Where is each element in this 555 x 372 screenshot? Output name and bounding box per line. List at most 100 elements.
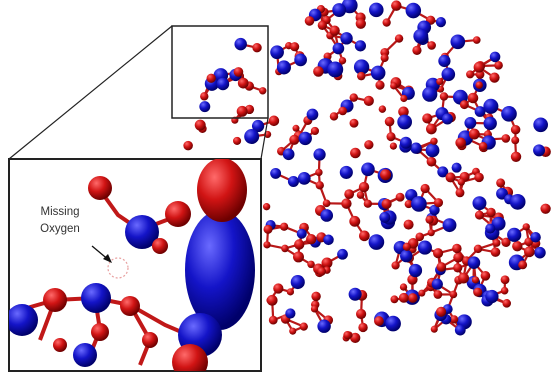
atom bbox=[311, 292, 320, 301]
atom bbox=[350, 119, 359, 128]
atom bbox=[400, 283, 407, 290]
atom bbox=[238, 78, 249, 89]
atom bbox=[294, 54, 307, 67]
atom bbox=[494, 61, 503, 70]
atom bbox=[426, 143, 440, 157]
atom bbox=[356, 19, 366, 29]
atom bbox=[349, 216, 360, 227]
atom bbox=[356, 309, 366, 319]
atom bbox=[385, 316, 401, 332]
atom bbox=[386, 132, 395, 141]
atom bbox=[217, 78, 230, 91]
label: Missing bbox=[41, 206, 80, 218]
atom bbox=[283, 148, 295, 160]
atom bbox=[396, 193, 405, 202]
atom bbox=[530, 232, 541, 243]
atom bbox=[381, 54, 389, 62]
atom bbox=[491, 247, 501, 257]
atom bbox=[340, 32, 352, 44]
atom bbox=[533, 118, 548, 133]
atom bbox=[264, 225, 273, 234]
atom bbox=[234, 38, 246, 50]
atom bbox=[207, 74, 216, 83]
atom bbox=[441, 68, 455, 82]
atom bbox=[359, 182, 369, 192]
atom bbox=[511, 152, 521, 162]
zoom-line bbox=[9, 26, 172, 159]
atom bbox=[359, 230, 370, 241]
atom bbox=[450, 291, 458, 299]
atom bbox=[267, 295, 278, 306]
atom bbox=[252, 43, 261, 52]
atom bbox=[291, 275, 305, 289]
atom bbox=[300, 323, 308, 331]
atom bbox=[357, 72, 365, 80]
atom bbox=[479, 142, 487, 150]
atom bbox=[458, 178, 465, 185]
atom bbox=[358, 323, 367, 332]
atom bbox=[292, 125, 299, 132]
atom bbox=[436, 262, 446, 272]
atom bbox=[428, 229, 435, 236]
atom bbox=[244, 129, 259, 144]
atom bbox=[390, 143, 397, 150]
atom bbox=[434, 198, 443, 207]
atom bbox=[320, 209, 333, 222]
atom bbox=[412, 46, 421, 55]
atom bbox=[270, 45, 284, 59]
atom bbox=[306, 234, 316, 244]
atom bbox=[305, 16, 315, 26]
atom bbox=[422, 87, 437, 102]
atom bbox=[298, 172, 311, 185]
atom bbox=[195, 120, 206, 131]
atom bbox=[323, 235, 334, 246]
atom bbox=[473, 36, 481, 44]
atom bbox=[375, 81, 384, 90]
atom bbox=[350, 148, 361, 159]
atom bbox=[452, 244, 461, 253]
atom bbox=[379, 212, 390, 223]
atom bbox=[427, 41, 436, 50]
atom bbox=[411, 196, 427, 212]
atom bbox=[330, 112, 338, 120]
atom bbox=[380, 169, 391, 180]
atom bbox=[330, 26, 340, 36]
atom bbox=[436, 307, 446, 317]
atom bbox=[490, 52, 501, 63]
atom bbox=[483, 117, 496, 130]
atom bbox=[485, 290, 498, 303]
atom bbox=[446, 172, 456, 182]
atom bbox=[288, 176, 299, 187]
atom bbox=[340, 166, 353, 179]
atom bbox=[285, 308, 295, 318]
atom bbox=[468, 256, 481, 269]
atom bbox=[290, 42, 299, 51]
atom bbox=[523, 223, 530, 230]
atom bbox=[455, 325, 466, 336]
atom bbox=[483, 99, 498, 114]
atom bbox=[364, 96, 374, 106]
atom bbox=[234, 67, 244, 77]
atom bbox=[511, 136, 519, 144]
atom bbox=[382, 18, 390, 26]
atom bbox=[390, 82, 397, 89]
atom bbox=[371, 66, 386, 81]
atom bbox=[501, 287, 509, 295]
atom bbox=[313, 66, 324, 77]
atom bbox=[409, 264, 422, 277]
atom bbox=[277, 60, 291, 74]
atom bbox=[237, 106, 248, 117]
atom bbox=[323, 199, 331, 207]
atom bbox=[436, 17, 446, 27]
atom bbox=[259, 87, 266, 94]
atom bbox=[343, 331, 351, 339]
atom bbox=[382, 199, 392, 209]
atom bbox=[453, 263, 462, 272]
atom bbox=[469, 129, 480, 140]
atom bbox=[315, 169, 322, 176]
atom bbox=[533, 144, 545, 156]
atom bbox=[534, 247, 546, 259]
atom bbox=[349, 288, 362, 301]
atom bbox=[313, 148, 325, 160]
atom bbox=[337, 249, 348, 260]
